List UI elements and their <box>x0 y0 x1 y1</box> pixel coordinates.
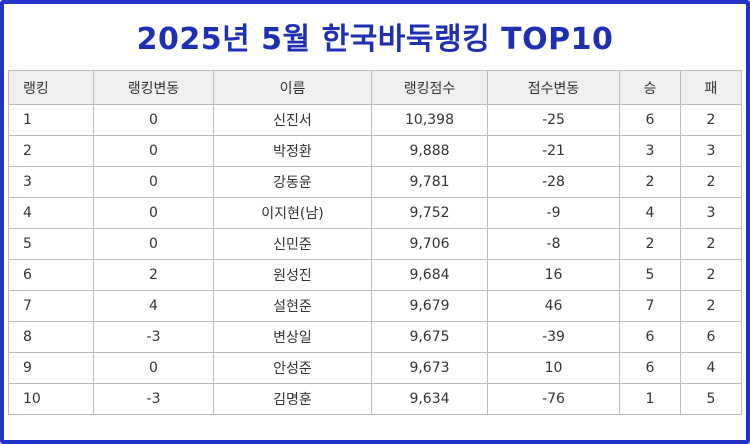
cell-wins: 4 <box>619 197 681 229</box>
cell-score: 9,679 <box>371 290 488 322</box>
cell-score-change: -28 <box>487 166 620 198</box>
cell-losses: 3 <box>680 135 742 167</box>
cell-rank: 7 <box>8 290 94 322</box>
cell-score-change: -9 <box>487 197 620 229</box>
cell-score-change: -39 <box>487 321 620 353</box>
cell-rank: 5 <box>8 228 94 260</box>
table-row: 8 -3 변상일 9,675 -39 6 6 <box>8 321 742 353</box>
cell-losses: 2 <box>680 290 742 322</box>
cell-wins: 2 <box>619 228 681 260</box>
cell-score-change: -76 <box>487 383 620 415</box>
header-score-change: 점수변동 <box>487 70 620 105</box>
cell-rank-change: 2 <box>93 259 214 291</box>
ranking-table: 랭킹 랭킹변동 이름 랭킹점수 점수변동 승 패 1 0 신진서 10,398 … <box>8 70 742 415</box>
cell-losses: 2 <box>680 228 742 260</box>
cell-wins: 2 <box>619 166 681 198</box>
cell-rank: 10 <box>8 383 94 415</box>
cell-wins: 7 <box>619 290 681 322</box>
cell-score-change: 10 <box>487 352 620 384</box>
table-row: 1 0 신진서 10,398 -25 6 2 <box>8 104 742 136</box>
cell-name: 설현준 <box>213 290 372 322</box>
header-losses: 패 <box>680 70 742 105</box>
cell-wins: 6 <box>619 321 681 353</box>
cell-name: 변상일 <box>213 321 372 353</box>
cell-rank-change: 0 <box>93 228 214 260</box>
cell-name: 이지현(남) <box>213 197 372 229</box>
header-row: 랭킹 랭킹변동 이름 랭킹점수 점수변동 승 패 <box>8 70 742 105</box>
cell-rank-change: 0 <box>93 166 214 198</box>
table-row: 10 -3 김명훈 9,634 -76 1 5 <box>8 383 742 415</box>
page-title: 2025년 5월 한국바둑랭킹 TOP10 <box>136 22 614 57</box>
cell-name: 원성진 <box>213 259 372 291</box>
table-row: 7 4 설현준 9,679 46 7 2 <box>8 290 742 322</box>
cell-score-change: -25 <box>487 104 620 136</box>
cell-losses: 6 <box>680 321 742 353</box>
cell-losses: 3 <box>680 197 742 229</box>
table-row: 3 0 강동윤 9,781 -28 2 2 <box>8 166 742 198</box>
cell-rank-change: 0 <box>93 352 214 384</box>
cell-score: 10,398 <box>371 104 488 136</box>
cell-name: 박정환 <box>213 135 372 167</box>
header-name: 이름 <box>213 70 372 105</box>
cell-score-change: -21 <box>487 135 620 167</box>
header-rank-change: 랭킹변동 <box>93 70 214 105</box>
header-score: 랭킹점수 <box>371 70 488 105</box>
cell-score-change: -8 <box>487 228 620 260</box>
cell-wins: 1 <box>619 383 681 415</box>
cell-score: 9,706 <box>371 228 488 260</box>
cell-wins: 6 <box>619 352 681 384</box>
cell-rank-change: 0 <box>93 197 214 229</box>
table-row: 2 0 박정환 9,888 -21 3 3 <box>8 135 742 167</box>
cell-name: 신민준 <box>213 228 372 260</box>
cell-wins: 6 <box>619 104 681 136</box>
cell-score: 9,752 <box>371 197 488 229</box>
cell-rank-change: 4 <box>93 290 214 322</box>
header-rank: 랭킹 <box>8 70 94 105</box>
cell-losses: 2 <box>680 166 742 198</box>
cell-rank-change: -3 <box>93 321 214 353</box>
cell-rank: 3 <box>8 166 94 198</box>
cell-score: 9,684 <box>371 259 488 291</box>
table-row: 4 0 이지현(남) 9,752 -9 4 3 <box>8 197 742 229</box>
cell-rank: 1 <box>8 104 94 136</box>
table-row: 5 0 신민준 9,706 -8 2 2 <box>8 228 742 260</box>
table-row: 6 2 원성진 9,684 16 5 2 <box>8 259 742 291</box>
cell-name: 김명훈 <box>213 383 372 415</box>
cell-score: 9,781 <box>371 166 488 198</box>
cell-score: 9,673 <box>371 352 488 384</box>
cell-name: 강동윤 <box>213 166 372 198</box>
cell-losses: 2 <box>680 259 742 291</box>
table-row: 9 0 안성준 9,673 10 6 4 <box>8 352 742 384</box>
cell-score: 9,675 <box>371 321 488 353</box>
cell-losses: 4 <box>680 352 742 384</box>
cell-score-change: 46 <box>487 290 620 322</box>
header-wins: 승 <box>619 70 681 105</box>
cell-name: 안성준 <box>213 352 372 384</box>
cell-score-change: 16 <box>487 259 620 291</box>
cell-score: 9,634 <box>371 383 488 415</box>
cell-wins: 3 <box>619 135 681 167</box>
cell-name: 신진서 <box>213 104 372 136</box>
cell-rank-change: 0 <box>93 135 214 167</box>
cell-rank: 6 <box>8 259 94 291</box>
cell-rank: 8 <box>8 321 94 353</box>
cell-rank-change: 0 <box>93 104 214 136</box>
cell-wins: 5 <box>619 259 681 291</box>
cell-rank-change: -3 <box>93 383 214 415</box>
cell-losses: 5 <box>680 383 742 415</box>
cell-rank: 4 <box>8 197 94 229</box>
cell-losses: 2 <box>680 104 742 136</box>
cell-rank: 2 <box>8 135 94 167</box>
cell-score: 9,888 <box>371 135 488 167</box>
cell-rank: 9 <box>8 352 94 384</box>
